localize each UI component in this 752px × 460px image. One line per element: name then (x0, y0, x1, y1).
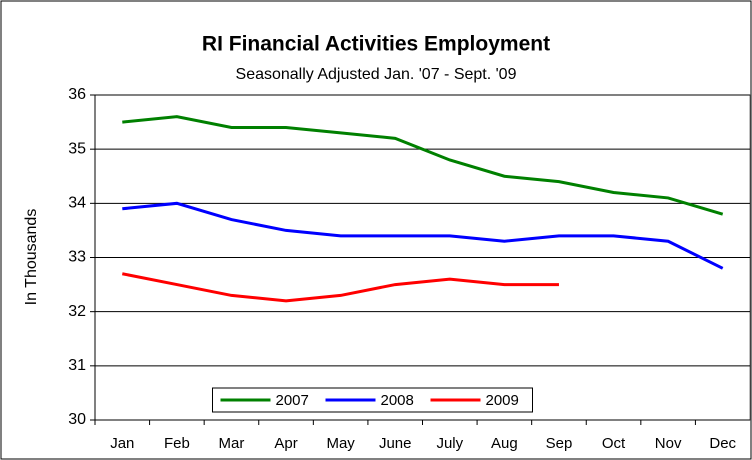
x-tick-label: Sep (546, 435, 573, 452)
legend-label: 2008 (381, 392, 414, 409)
chart-title: RI Financial Activities Employment (202, 33, 550, 56)
x-tick-label: Aug (491, 435, 518, 452)
x-tick-label: Dec (709, 435, 736, 452)
legend-label: 2007 (276, 392, 309, 409)
x-tick-label: Jan (110, 435, 134, 452)
x-tick-label: July (436, 435, 463, 452)
series-line (121, 272, 559, 303)
series-line (122, 201, 724, 270)
series-line (122, 115, 724, 216)
chart-subtitle: Seasonally Adjusted Jan. '07 - Sept. '09 (236, 66, 517, 83)
y-tick-label: 36 (68, 86, 86, 103)
x-tick-label: Nov (655, 435, 682, 452)
y-tick-label: 30 (68, 411, 86, 428)
x-tick-label: Feb (164, 435, 190, 452)
y-tick-label: 35 (68, 140, 86, 157)
y-axis-label: In Thousands (23, 209, 40, 306)
y-tick-label: 32 (68, 303, 86, 320)
x-tick-label: Apr (274, 435, 297, 452)
x-tick-label: Oct (602, 435, 626, 452)
x-tick-label: June (379, 435, 412, 452)
y-tick-label: 33 (68, 249, 86, 266)
x-tick-label: Mar (219, 435, 245, 452)
y-tick-label: 31 (68, 357, 86, 374)
x-tick-label: May (326, 435, 355, 452)
legend-label: 2009 (486, 392, 519, 409)
y-tick-label: 34 (68, 195, 86, 212)
